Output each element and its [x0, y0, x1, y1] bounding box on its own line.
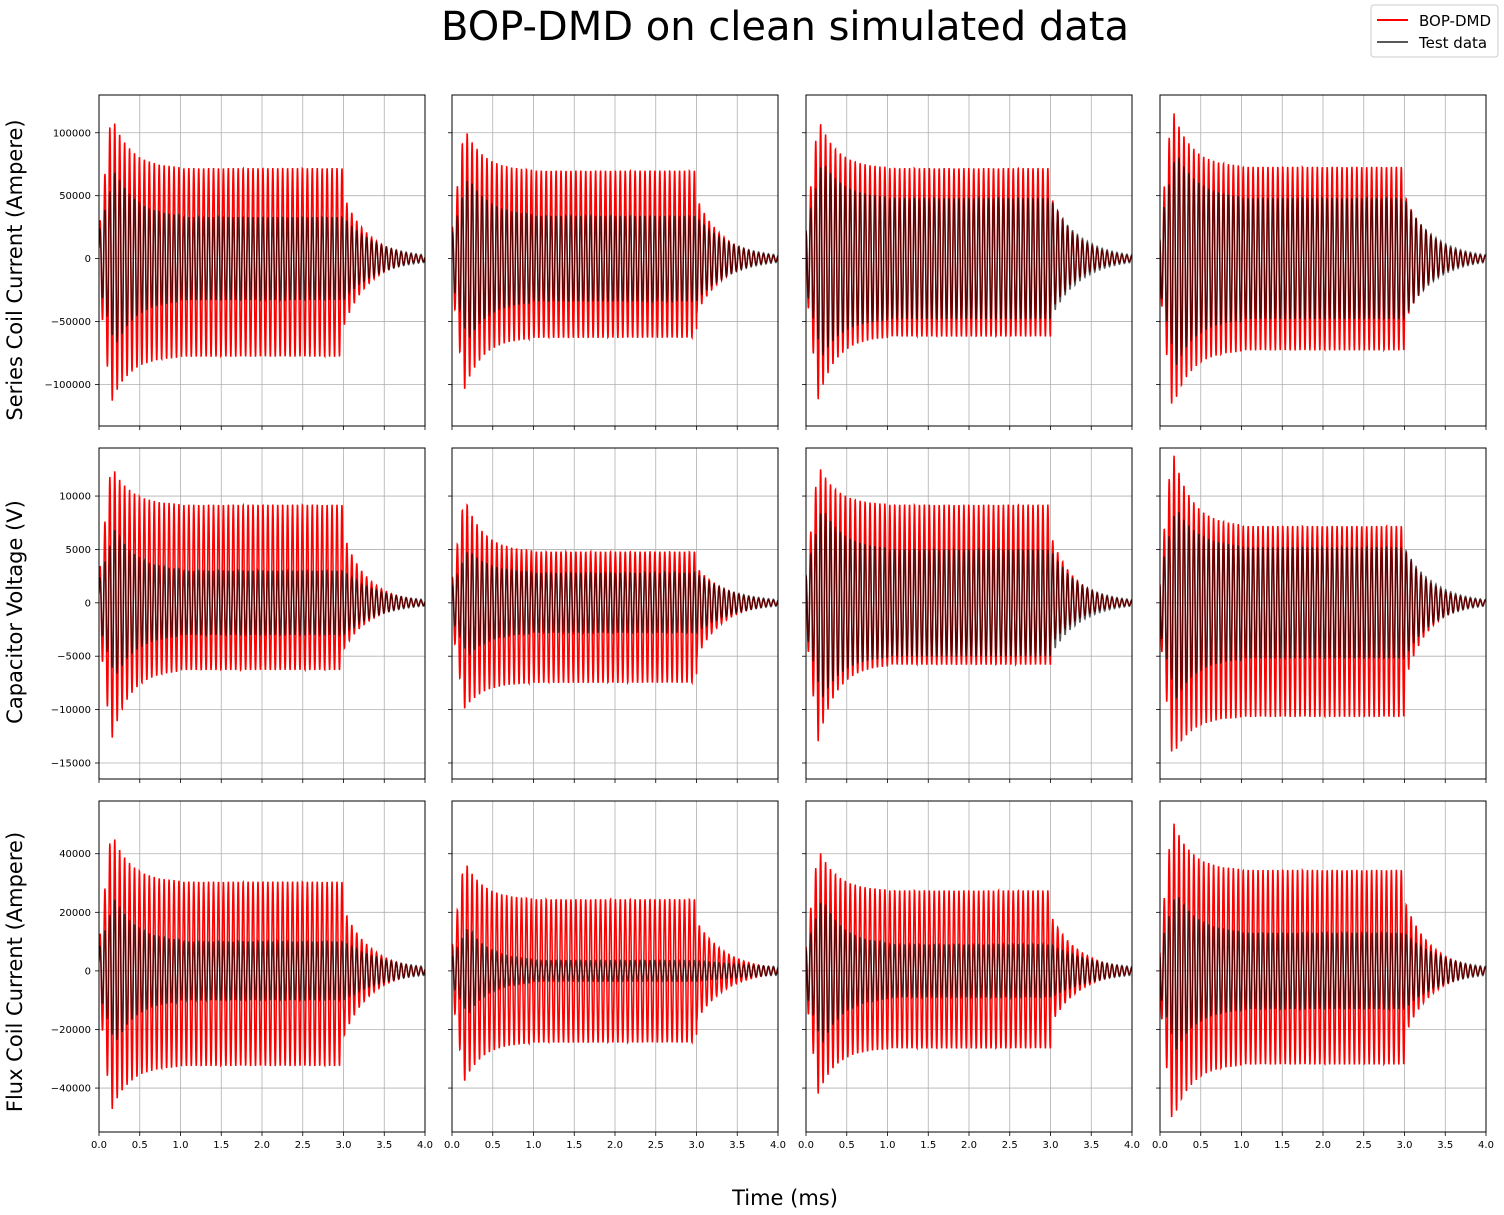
legend: BOP-DMD Test data	[1370, 4, 1499, 58]
series-test-data	[452, 928, 778, 1014]
panel-grid: −100000−50000050000100000−15000−10000−50…	[44, 94, 1494, 1151]
row-label-series-coil: Series Coil Current (Ampere)	[3, 119, 27, 420]
x-tick-label: 2.0	[254, 1140, 270, 1151]
x-tick-label: 2.5	[648, 1140, 664, 1151]
series-test-data	[452, 180, 778, 338]
legend-frame	[1370, 4, 1499, 58]
x-axis-label: Time (ms)	[731, 1186, 838, 1210]
series-bop-dmd	[452, 865, 778, 1081]
x-tick-label: 2.0	[1315, 1140, 1331, 1151]
panel-r1-c1	[448, 447, 779, 783]
x-tick-label: 0.0	[798, 1140, 814, 1151]
x-tick-label: 0.5	[839, 1140, 855, 1151]
series-test-data	[1160, 157, 1486, 365]
x-tick-label: 0.0	[1152, 1140, 1168, 1151]
x-tick-label: 0.5	[485, 1140, 501, 1151]
x-tick-label: 2.0	[961, 1140, 977, 1151]
series-test-data	[99, 899, 425, 1041]
y-tick-label: −15000	[51, 758, 91, 769]
panel-r1-c0: −15000 −10000 −5000 0 5000 10000	[51, 447, 426, 783]
series-test-data	[806, 902, 1132, 1043]
series-test-data	[1160, 511, 1486, 699]
x-tick-label: 4.0	[1124, 1140, 1140, 1151]
series-test-data	[99, 172, 425, 343]
series-test-data	[452, 551, 778, 657]
panel-r2-c0: 0.0 0.5 1.0 1.5 2.0 2.5 3.0 3.5 4.0 −40000 −20000 0…	[51, 800, 433, 1151]
y-tick-label: 0	[85, 966, 91, 977]
x-tick-label: 4.0	[770, 1140, 786, 1151]
x-tick-label: 3.5	[729, 1140, 745, 1151]
legend-label-test-data: Test data	[1418, 34, 1487, 52]
y-tick-label: −100000	[44, 380, 91, 391]
series-test-data	[99, 529, 425, 674]
x-tick-label: 3.0	[336, 1140, 352, 1151]
x-tick-label: 3.5	[376, 1140, 392, 1151]
y-tick-label: 100000	[53, 128, 91, 139]
chart-title: BOP-DMD on clean simulated data	[441, 4, 1129, 50]
panel-r0-c1	[448, 94, 779, 430]
series-test-data	[806, 165, 1132, 356]
panel-r2-c1: 0.0 0.5 1.0 1.5 2.0 2.5 3.0 3.5 4.0	[444, 800, 786, 1151]
y-tick-label: 5000	[66, 545, 91, 556]
x-tick-label: 2.5	[1002, 1140, 1018, 1151]
y-tick-label: −5000	[57, 652, 91, 663]
x-tick-label: 4.0	[1478, 1140, 1494, 1151]
y-tick-label: 10000	[59, 492, 91, 503]
x-tick-label: 1.0	[173, 1140, 189, 1151]
x-tick-label: 0.5	[1193, 1140, 1209, 1151]
x-tick-label: 0.0	[444, 1140, 460, 1151]
panel-r1-c2	[802, 447, 1133, 783]
panel-r0-c2	[802, 94, 1133, 430]
x-tick-label: 2.5	[295, 1140, 311, 1151]
series-bop-dmd	[806, 853, 1132, 1094]
y-tick-label: 20000	[59, 908, 91, 919]
x-tick-label: 2.5	[1356, 1140, 1372, 1151]
x-tick-label: 1.0	[526, 1140, 542, 1151]
panel-r0-c3	[1156, 94, 1487, 430]
x-tick-label: 1.5	[566, 1140, 582, 1151]
x-tick-label: 3.0	[1397, 1140, 1413, 1151]
panel-r2-c3: 0.0 0.5 1.0 1.5 2.0 2.5 3.0 3.5 4.0	[1152, 800, 1494, 1151]
row-label-flux-coil: Flux Coil Current (Ampere)	[3, 832, 27, 1112]
y-tick-label: 0	[85, 598, 91, 609]
panel-r0-c0: −100000 −50000 0 50000 100000	[44, 94, 426, 430]
row-label-capacitor-voltage: Capacitor Voltage (V)	[3, 500, 27, 724]
x-tick-label: 2.0	[607, 1140, 623, 1151]
x-tick-label: 1.5	[1274, 1140, 1290, 1151]
x-tick-label: 1.0	[1234, 1140, 1250, 1151]
y-tick-label: −20000	[51, 1025, 91, 1036]
series-test-data	[806, 513, 1132, 698]
x-tick-label: 0.0	[91, 1140, 107, 1151]
panel-r2-c2: 0.0 0.5 1.0 1.5 2.0 2.5 3.0 3.5 4.0	[798, 800, 1140, 1151]
series-test-data	[1160, 897, 1486, 1050]
x-tick-label: 1.5	[920, 1140, 936, 1151]
x-tick-label: 1.5	[213, 1140, 229, 1151]
y-tick-label: 50000	[59, 191, 91, 202]
x-tick-label: 3.5	[1437, 1140, 1453, 1151]
x-tick-label: 4.0	[417, 1140, 433, 1151]
y-tick-label: −40000	[51, 1084, 91, 1095]
x-tick-label: 0.5	[132, 1140, 148, 1151]
panel-r1-c3	[1156, 447, 1487, 783]
y-tick-label: 0	[85, 254, 91, 265]
x-tick-label: 3.5	[1083, 1140, 1099, 1151]
y-tick-label: −10000	[51, 705, 91, 716]
y-tick-label: 40000	[59, 849, 91, 860]
x-tick-label: 3.0	[1043, 1140, 1059, 1151]
x-tick-label: 1.0	[880, 1140, 896, 1151]
legend-label-bop-dmd: BOP-DMD	[1419, 12, 1491, 30]
y-tick-label: −50000	[51, 317, 91, 328]
x-tick-label: 3.0	[689, 1140, 705, 1151]
